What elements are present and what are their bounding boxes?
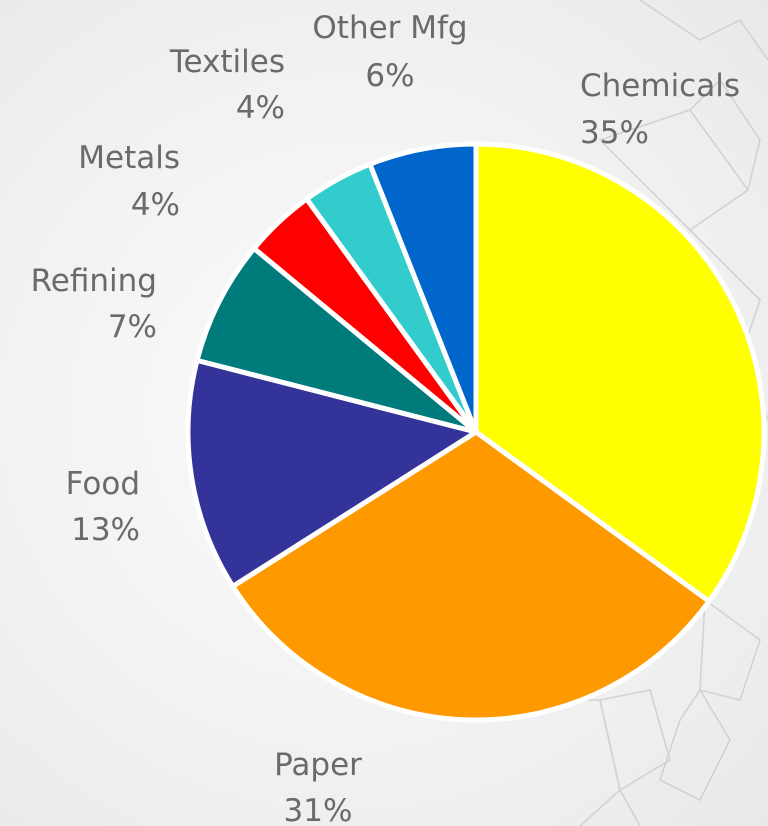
pie-slice-paper (230, 429, 712, 723)
slice-value-label-other-mfg: 6% (365, 58, 414, 94)
pie-slice-food (185, 357, 479, 589)
slice-value-label-paper: 31% (284, 793, 353, 826)
slice-value-label-metals: 4% (131, 187, 180, 223)
slice-value-label-textiles: 4% (236, 90, 285, 126)
slice-label-chemicals: Chemicals (580, 68, 740, 104)
slice-label-food: Food (66, 466, 140, 502)
slice-label-paper: Paper (274, 747, 362, 783)
pie-slice-other-mfg (367, 141, 479, 435)
pie-slice-chemicals (473, 141, 767, 604)
slice-label-metals: Metals (78, 140, 180, 176)
slice-label-refining: Refining (31, 263, 157, 299)
pie-slices (185, 141, 767, 723)
slice-label-textiles: Textiles (169, 44, 285, 80)
slice-value-label-refining: 7% (108, 309, 157, 345)
slice-label-other-mfg: Other Mfg (312, 10, 467, 46)
slice-value-label-food: 13% (71, 512, 140, 548)
slice-value-label-chemicals: 35% (580, 115, 649, 151)
pie-labels: Chemicals 35% Paper 31% Food 13% Refining 7% Met… (31, 10, 740, 826)
